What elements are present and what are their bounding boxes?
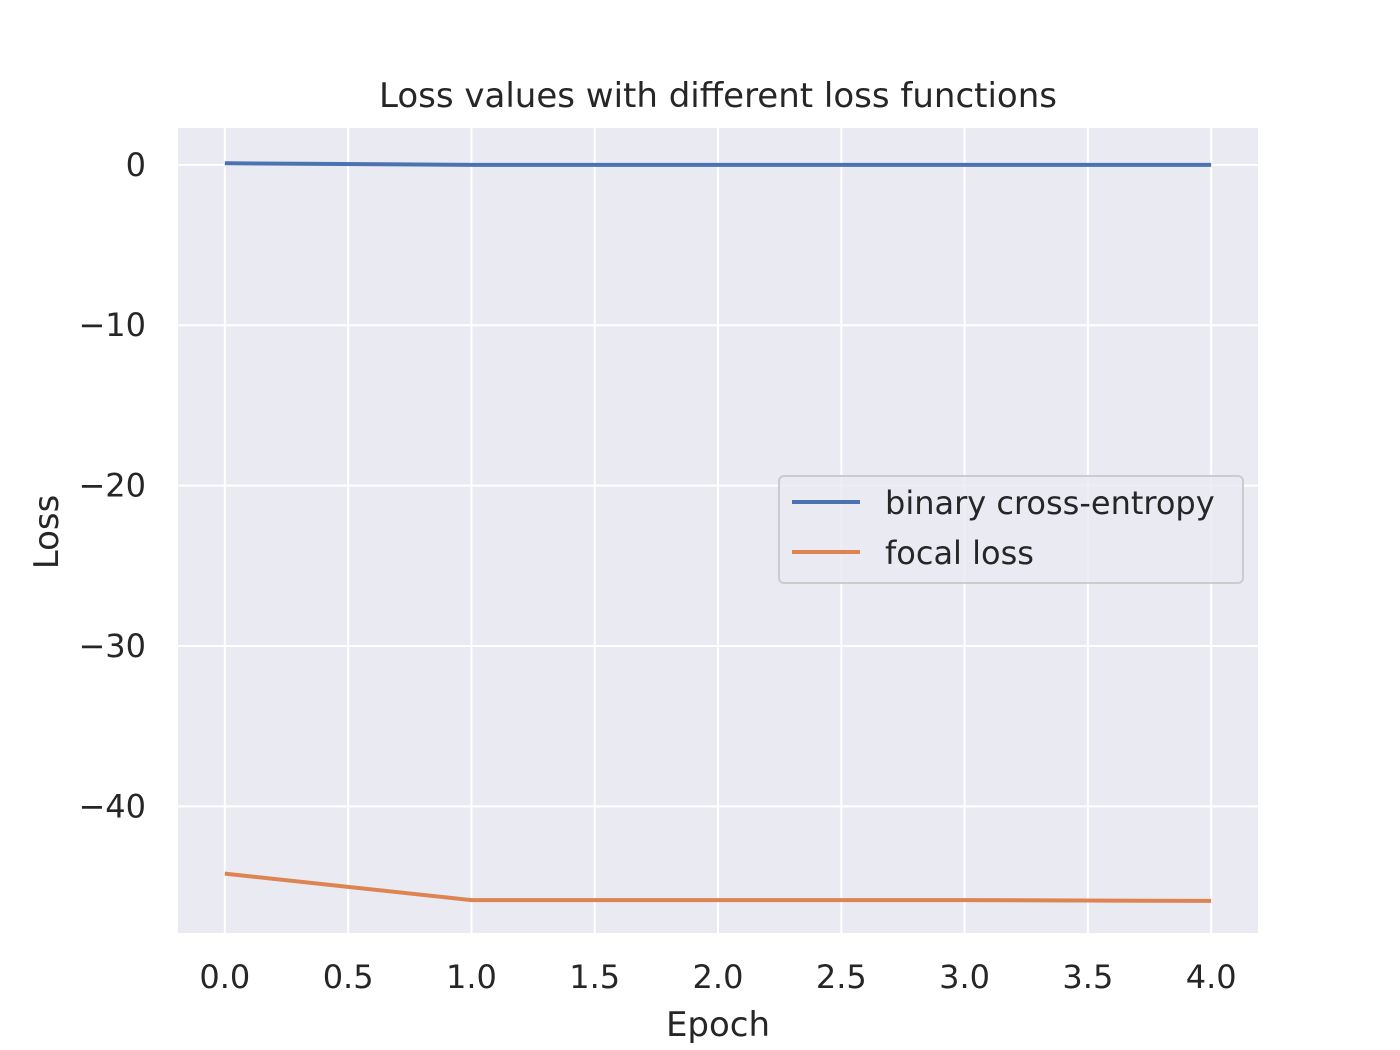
legend-box: [778, 475, 1244, 584]
x-tick-label: 4.0: [1186, 958, 1237, 996]
y-tick-label: 0: [126, 146, 146, 184]
y-tick-label: −10: [78, 306, 146, 344]
x-tick-label: 3.5: [1062, 958, 1113, 996]
x-tick-label: 2.5: [816, 958, 867, 996]
x-tick-label: 3.0: [939, 958, 990, 996]
x-tick-label: 0.0: [199, 958, 250, 996]
y-axis-label: Loss: [27, 495, 67, 570]
y-tick-labels: 0 −10 −20 −30 −40: [78, 146, 146, 825]
x-tick-labels: 0.0 0.5 1.0 1.5 2.0 2.5 3.0 3.5 4.0: [199, 958, 1236, 996]
x-tick-label: 1.5: [569, 958, 620, 996]
x-axis-label: Epoch: [666, 1005, 770, 1045]
chart-title: Loss values with different loss function…: [379, 76, 1057, 116]
x-tick-label: 1.0: [446, 958, 497, 996]
y-tick-label: −40: [78, 787, 146, 825]
legend-label-focal: focal loss: [885, 534, 1034, 572]
x-tick-label: 0.5: [323, 958, 374, 996]
legend-label-bce: binary cross-entropy: [885, 484, 1215, 522]
series-lines: [224, 161, 1212, 903]
legend: binary cross-entropy focal loss: [778, 475, 1244, 584]
x-tick-label: 2.0: [693, 958, 744, 996]
series-line-focal-loss: [224, 871, 1212, 903]
y-tick-label: −20: [78, 467, 146, 505]
series-line-binary-cross-entropy: [224, 161, 1212, 167]
y-tick-label: −30: [78, 627, 146, 665]
